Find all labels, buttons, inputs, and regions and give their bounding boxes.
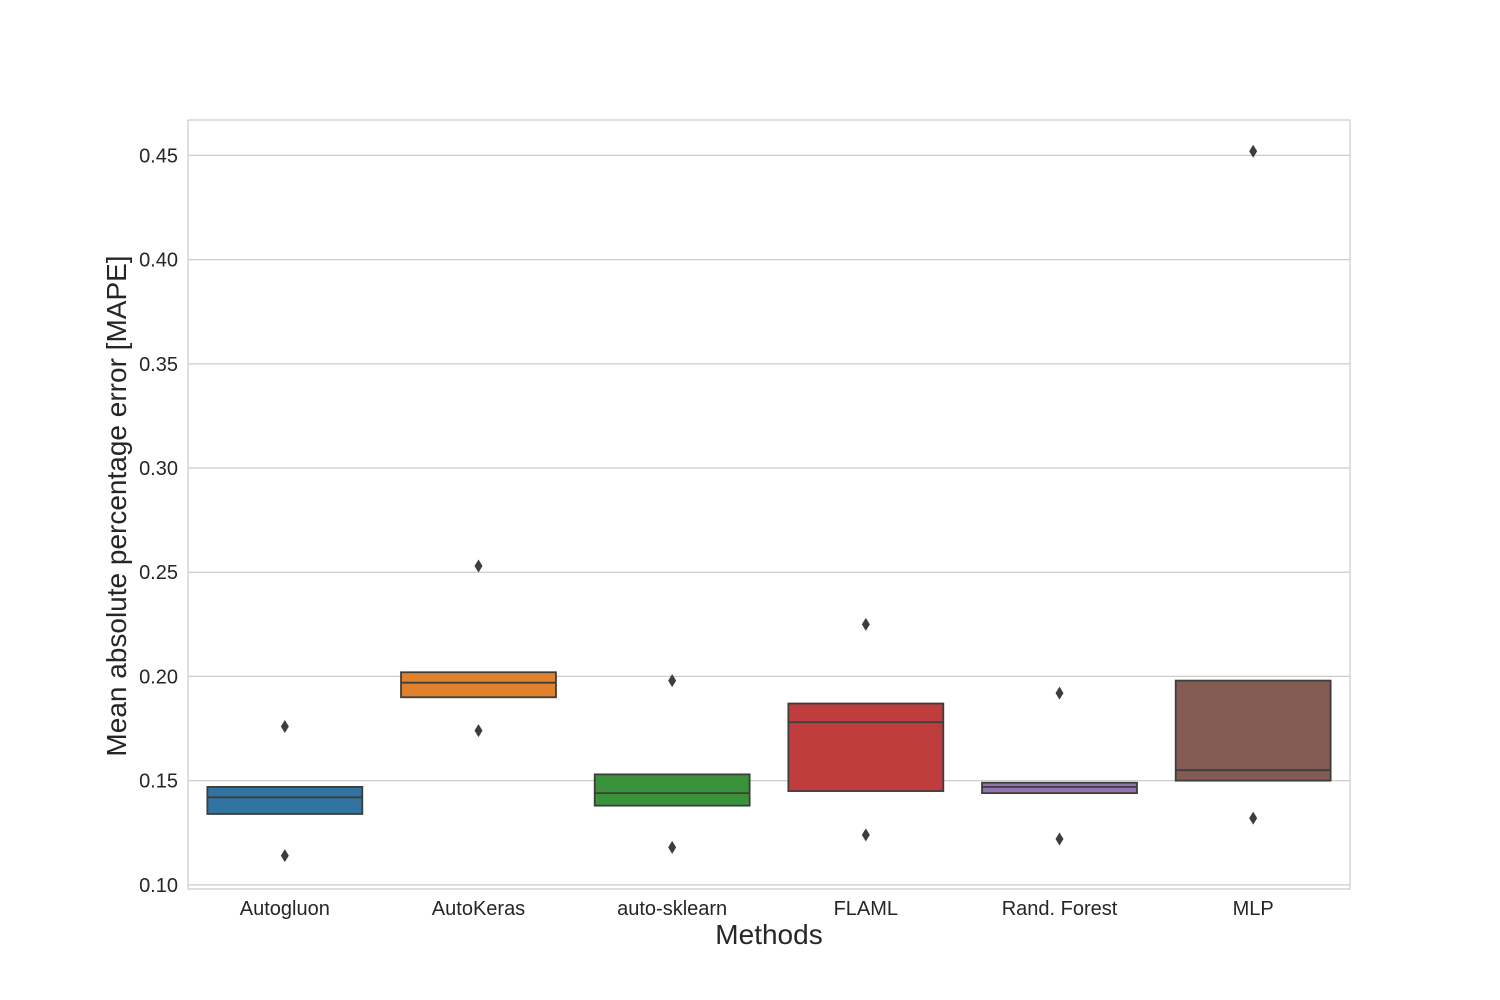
plot-area (188, 120, 1350, 889)
box-group (400, 559, 557, 738)
y-tick-label: 0.30 (139, 458, 178, 480)
plot-frame (187, 119, 1351, 890)
y-tick-label: 0.20 (139, 666, 178, 688)
outlier-point (1249, 144, 1258, 158)
y-tick-label: 0.25 (139, 562, 178, 584)
outlier-point (861, 617, 870, 631)
gridlines (188, 154, 1350, 886)
box-group (206, 719, 364, 863)
box (787, 702, 945, 792)
x-tick-label: AutoKeras (432, 898, 525, 920)
x-tick-label: FLAML (834, 898, 898, 920)
outlier-point (280, 719, 289, 733)
outlier-point (668, 840, 677, 854)
x-tick-label: auto-sklearn (617, 898, 727, 920)
y-tick-label: 0.10 (139, 875, 178, 897)
box-group (981, 686, 1138, 846)
outlier-point (474, 559, 483, 573)
y-tick-label: 0.35 (139, 354, 178, 376)
box-series (206, 144, 1332, 863)
x-tick-label: MLP (1233, 898, 1274, 920)
y-tick-label: 0.45 (139, 145, 178, 167)
y-axis-title: Mean absolute percentage error [MAPE] (101, 255, 132, 756)
outlier-point (280, 849, 289, 863)
box (981, 781, 1138, 795)
outlier-point (861, 828, 870, 842)
x-axis-title: Methods (715, 919, 822, 950)
outlier-point (1055, 686, 1064, 700)
box (400, 671, 557, 699)
y-tick-labels: 0.10 0.15 0.20 0.25 0.30 0.35 0.40 0.45 (139, 145, 178, 896)
y-tick-label: 0.15 (139, 771, 178, 793)
box-group (787, 617, 945, 842)
x-tick-label: Rand. Forest (1002, 898, 1118, 920)
box-group (1174, 144, 1332, 825)
box-group (593, 674, 751, 854)
outlier-point (1249, 811, 1258, 825)
outlier-point (474, 724, 483, 738)
box (593, 773, 751, 807)
outlier-point (1055, 832, 1064, 846)
x-tick-label: Autogluon (240, 898, 330, 920)
y-tick-label: 0.40 (139, 250, 178, 272)
box (206, 785, 364, 815)
outlier-point (668, 674, 677, 688)
box (1174, 679, 1332, 782)
x-tick-labels: Autogluon AutoKeras auto-sklearn FLAML Rand.… (240, 898, 1274, 920)
